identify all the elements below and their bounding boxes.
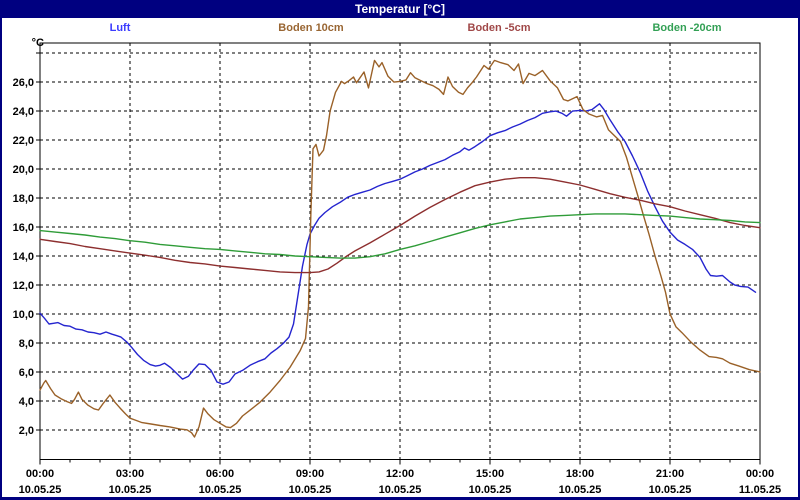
x-axis-time-label: 00:00 xyxy=(26,468,54,480)
y-axis-tick-label: 22,0 xyxy=(13,135,34,147)
y-axis-unit-label: °C xyxy=(31,37,44,49)
x-axis-date-label: 10.05.25 xyxy=(199,484,242,496)
y-axis-tick-label: 18,0 xyxy=(13,193,34,205)
series-line-boden-10cm xyxy=(39,59,761,438)
x-axis-time-label: 06:00 xyxy=(206,468,234,480)
y-axis-tick-label: 8,0 xyxy=(19,338,34,350)
y-axis-tick-label: 20,0 xyxy=(13,164,34,176)
legend-item-boden-5cm: Boden -5cm xyxy=(467,22,531,34)
series-line-luft xyxy=(39,103,757,385)
x-axis-time-label: 21:00 xyxy=(656,468,684,480)
series-line-boden-20cm xyxy=(39,213,761,259)
y-axis-tick-label: 4,0 xyxy=(19,396,34,408)
legend-item-boden-20cm: Boden -20cm xyxy=(652,22,722,34)
x-axis-date-label: 10.05.25 xyxy=(289,484,332,496)
x-axis-date-label: 10.05.25 xyxy=(19,484,62,496)
x-axis-date-label: 10.05.25 xyxy=(649,484,692,496)
x-axis-time-label: 18:00 xyxy=(566,468,594,480)
chart-title: Temperatur [°C] xyxy=(355,2,445,16)
x-axis-time-label: 15:00 xyxy=(476,468,504,480)
x-axis-date-label: 10.05.25 xyxy=(559,484,602,496)
x-axis-date-label: 10.05.25 xyxy=(379,484,422,496)
title-bar: Temperatur [°C] xyxy=(0,0,800,18)
legend-item-luft: Luft xyxy=(109,22,131,34)
x-axis-date-label: 11.05.25 xyxy=(739,484,781,496)
x-axis-date-label: 10.05.25 xyxy=(469,484,512,496)
y-axis-tick-label: 12,0 xyxy=(13,280,34,292)
y-axis-tick-label: 14,0 xyxy=(13,251,34,263)
y-axis-tick-label: 16,0 xyxy=(13,222,34,234)
series-line-boden-5cm xyxy=(39,176,761,274)
legend: Luft Boden 10cm Boden -5cm Boden -20cm xyxy=(0,22,800,38)
y-axis-tick-label: 10,0 xyxy=(13,309,34,321)
x-axis-date-label: 10.05.25 xyxy=(109,484,152,496)
x-axis-time-label: 09:00 xyxy=(296,468,324,480)
x-axis-time-label: 03:00 xyxy=(116,468,144,480)
y-axis-tick-label: 24,0 xyxy=(13,106,34,118)
legend-item-boden-10cm: Boden 10cm xyxy=(278,22,344,34)
y-axis-tick-label: 2,0 xyxy=(19,425,34,437)
y-axis-tick-label: 26,0 xyxy=(13,77,34,89)
x-axis-time-label: 12:00 xyxy=(386,468,414,480)
x-axis-time-label: 00:00 xyxy=(746,468,774,480)
y-axis-tick-label: 6,0 xyxy=(19,367,34,379)
